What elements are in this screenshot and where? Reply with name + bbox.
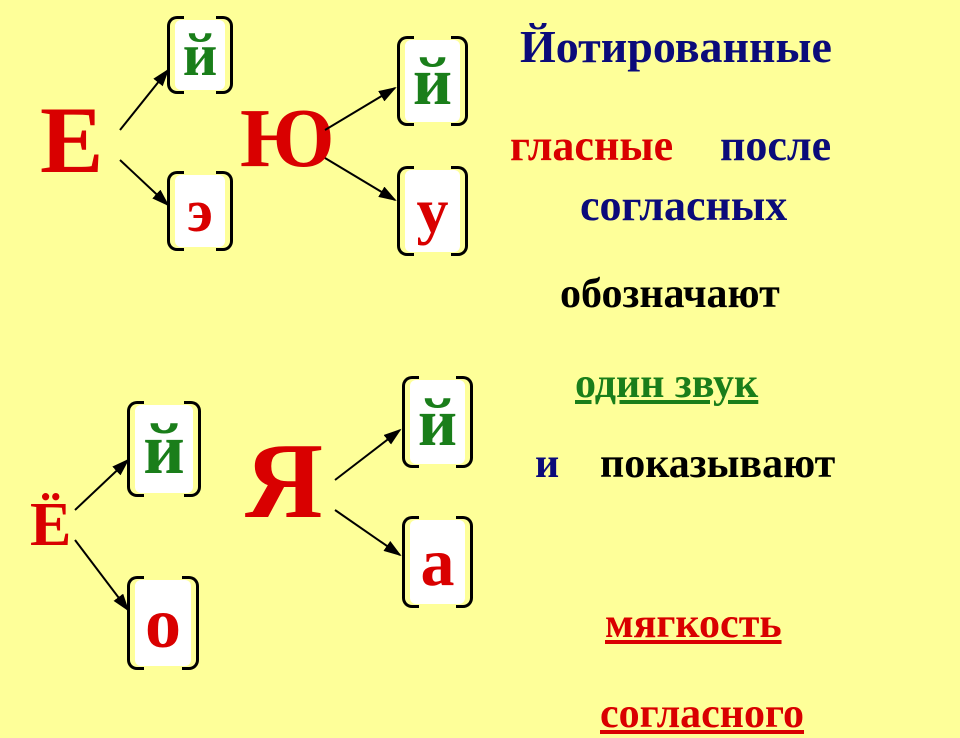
sound-e-yot: й xyxy=(175,20,225,90)
vowel-e: Е xyxy=(40,85,103,195)
text-oboznachayut: обозначают xyxy=(560,270,780,318)
sound-ya-yot: й xyxy=(410,380,465,464)
sound-yo-base: о xyxy=(135,580,191,666)
sound-e-base: э xyxy=(175,175,225,247)
sound-yu-base: у xyxy=(405,170,460,252)
arrow-e-yot xyxy=(120,70,168,130)
text-odin-zvuk: один звук xyxy=(575,360,758,408)
arrow-yu-yot xyxy=(325,88,395,130)
text-title: Йотированные xyxy=(520,20,832,73)
text-glasnye: гласные xyxy=(510,120,673,171)
sound-ya-base: а xyxy=(410,520,465,604)
sound-yu-yot: й xyxy=(405,40,460,122)
text-pokazyvayut: показывают xyxy=(600,440,835,488)
text-posle: после xyxy=(720,120,831,171)
sound-yo-yot: й xyxy=(135,405,193,493)
text-soglasnyh: согласных xyxy=(580,180,787,231)
arrow-ya-yot xyxy=(335,430,400,480)
vowel-yu: Ю xyxy=(240,90,335,187)
vowel-ya: Я xyxy=(245,420,323,544)
text-soglasnogo: согласного xyxy=(600,690,804,738)
vowel-yo: Ё xyxy=(30,490,71,561)
arrow-yu-base xyxy=(325,158,395,200)
arrow-ya-base xyxy=(335,510,400,555)
text-i: и xyxy=(535,440,559,488)
arrow-yo-yot xyxy=(75,460,128,510)
text-myagkost: мягкость xyxy=(605,600,782,648)
arrow-yo-base xyxy=(75,540,128,610)
arrow-e-base xyxy=(120,160,168,205)
